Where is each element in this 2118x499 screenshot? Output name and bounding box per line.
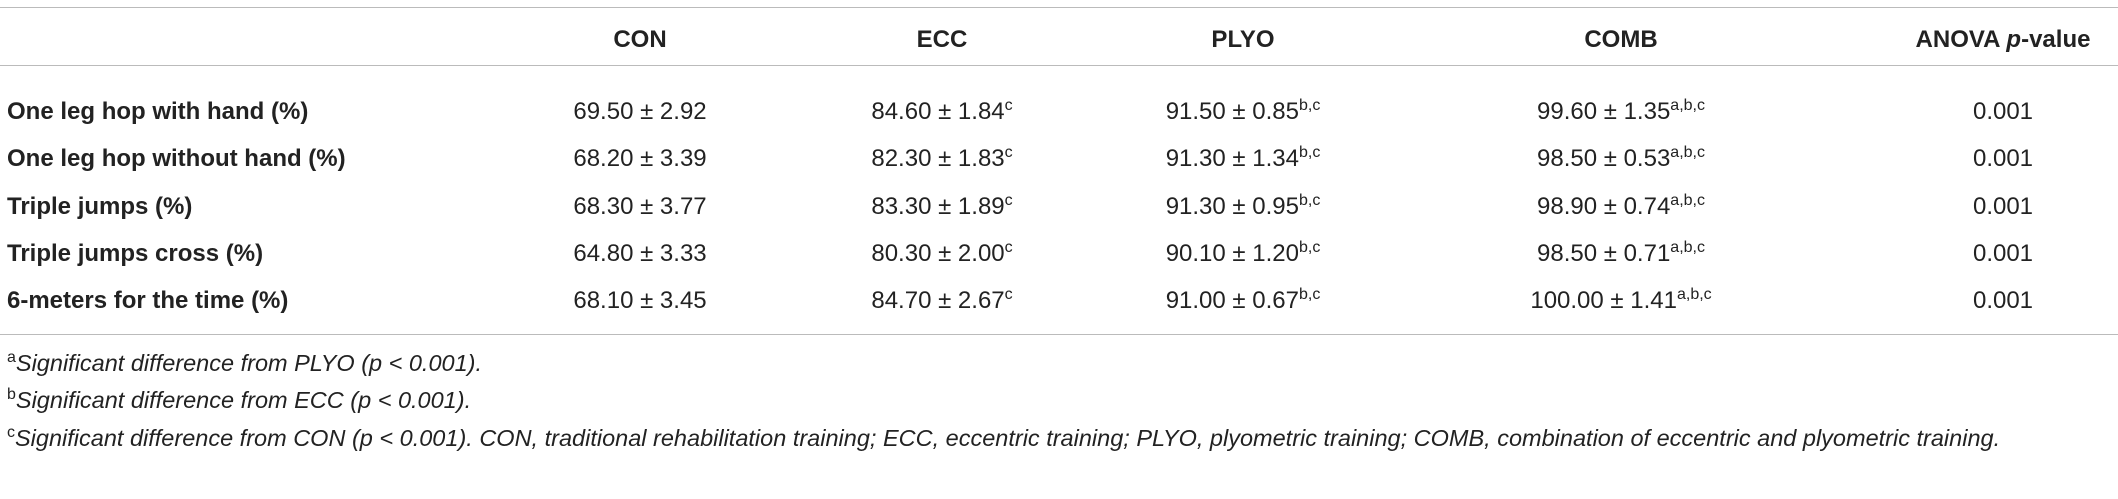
value-text: 91.00 ± 0.67 <box>1165 287 1299 314</box>
footnote: aSignificant difference from PLYO (p < 0… <box>7 345 2112 382</box>
header-text: -value <box>2021 26 2091 53</box>
value-cell: 84.70 ± 2.67c <box>871 287 1012 315</box>
value-cell: 84.60 ± 1.84c <box>871 98 1012 126</box>
anova-value: 0.001 <box>1972 193 2034 220</box>
bottom-rule <box>0 334 2118 335</box>
column-header: ECC <box>916 26 968 53</box>
anova-header: ANOVA p-value <box>1916 26 2091 54</box>
value-text: 99.60 ± 1.35 <box>1537 98 1671 125</box>
superscript: a,b,c <box>1676 286 1712 303</box>
value-cell: 99.60 ± 1.35a,b,c <box>1537 98 1705 126</box>
superscript: c <box>1004 286 1013 303</box>
value-text: 64.80 ± 3.33 <box>573 240 707 267</box>
superscript: a,b,c <box>1670 97 1705 114</box>
value-cell: 68.10 ± 3.45 <box>573 287 706 315</box>
superscript: b,c <box>1298 192 1321 209</box>
value-cell: 91.00 ± 0.67b,c <box>1166 287 1321 315</box>
value-cell: 91.50 ± 0.85b,c <box>1166 98 1321 126</box>
value-text: 91.30 ± 1.34 <box>1165 145 1299 172</box>
superscript: a,b,c <box>1670 192 1705 209</box>
row-label: One leg hop without hand (%) <box>7 145 346 172</box>
value-cell: 91.30 ± 1.34b,c <box>1166 145 1321 173</box>
value-cell: 91.30 ± 0.95b,c <box>1166 193 1321 221</box>
superscript: a,b,c <box>1670 144 1705 161</box>
footnote-text: Significant difference from ECC (p < 0.0… <box>15 387 472 413</box>
value-cell: 80.30 ± 2.00c <box>871 240 1012 268</box>
value-cell: 98.90 ± 0.74a,b,c <box>1537 193 1705 221</box>
top-rule <box>0 7 2118 8</box>
value-cell: 90.10 ± 1.20b,c <box>1166 240 1321 268</box>
anova-value: 0.001 <box>1972 287 2034 314</box>
row-label: 6-meters for the time (%) <box>7 287 289 314</box>
value-text: 68.30 ± 3.77 <box>573 193 707 220</box>
footnote-mark: a <box>7 349 16 366</box>
superscript: a,b,c <box>1670 239 1705 256</box>
footnote-mark: c <box>7 424 15 441</box>
value-cell: 69.50 ± 2.92 <box>573 98 706 126</box>
value-text: 80.30 ± 2.00 <box>871 240 1005 267</box>
value-cell: 98.50 ± 0.71a,b,c <box>1537 240 1705 268</box>
value-cell: 82.30 ± 1.83c <box>871 145 1012 173</box>
value-text: 98.90 ± 0.74 <box>1537 193 1671 220</box>
superscript: b,c <box>1298 239 1321 256</box>
row-label: Triple jumps (%) <box>7 193 193 220</box>
superscript: c <box>1004 239 1013 256</box>
value-cell: 64.80 ± 3.33 <box>573 240 706 268</box>
superscript: b,c <box>1298 286 1321 303</box>
value-text: 91.50 ± 0.85 <box>1165 98 1299 125</box>
header-rule <box>0 65 2118 66</box>
header-text: ANOVA <box>1915 26 2001 53</box>
header-italic: p <box>2006 26 2022 53</box>
superscript: b,c <box>1298 144 1321 161</box>
value-text: 84.70 ± 2.67 <box>871 287 1005 314</box>
row-label: One leg hop with hand (%) <box>7 98 309 125</box>
value-text: 82.30 ± 1.83 <box>871 145 1005 172</box>
value-text: 91.30 ± 0.95 <box>1165 193 1299 220</box>
footnote-mark: b <box>7 386 16 403</box>
value-cell: 100.00 ± 1.41a,b,c <box>1530 287 1711 315</box>
value-text: 98.50 ± 0.71 <box>1537 240 1671 267</box>
value-text: 68.20 ± 3.39 <box>573 145 707 172</box>
value-text: 83.30 ± 1.89 <box>871 193 1005 220</box>
value-text: 90.10 ± 1.20 <box>1165 240 1299 267</box>
footnote-text: Significant difference from CON (p < 0.0… <box>15 425 2001 451</box>
superscript: b,c <box>1298 97 1321 114</box>
value-cell: 83.30 ± 1.89c <box>871 193 1012 221</box>
footnote: bSignificant difference from ECC (p < 0.… <box>7 382 2112 419</box>
column-header: CON <box>613 26 667 53</box>
value-text: 84.60 ± 1.84 <box>871 98 1005 125</box>
superscript: c <box>1004 192 1013 209</box>
value-text: 68.10 ± 3.45 <box>573 287 707 314</box>
column-header: PLYO <box>1211 26 1275 53</box>
value-cell: 68.20 ± 3.39 <box>573 145 706 173</box>
value-text: 100.00 ± 1.41 <box>1530 287 1677 314</box>
anova-value: 0.001 <box>1972 98 2034 125</box>
footnote-text: Significant difference from PLYO (p < 0.… <box>15 350 483 376</box>
value-text: 69.50 ± 2.92 <box>573 98 707 125</box>
value-cell: 68.30 ± 3.77 <box>573 193 706 221</box>
row-label: Triple jumps cross (%) <box>7 240 264 267</box>
superscript: c <box>1004 144 1013 161</box>
footnote: cSignificant difference from CON (p < 0.… <box>7 420 2112 457</box>
superscript: c <box>1004 97 1013 114</box>
value-text: 98.50 ± 0.53 <box>1537 145 1671 172</box>
anova-value: 0.001 <box>1972 240 2034 267</box>
column-header: COMB <box>1584 26 1658 53</box>
value-cell: 98.50 ± 0.53a,b,c <box>1537 145 1705 173</box>
anova-value: 0.001 <box>1972 145 2034 172</box>
